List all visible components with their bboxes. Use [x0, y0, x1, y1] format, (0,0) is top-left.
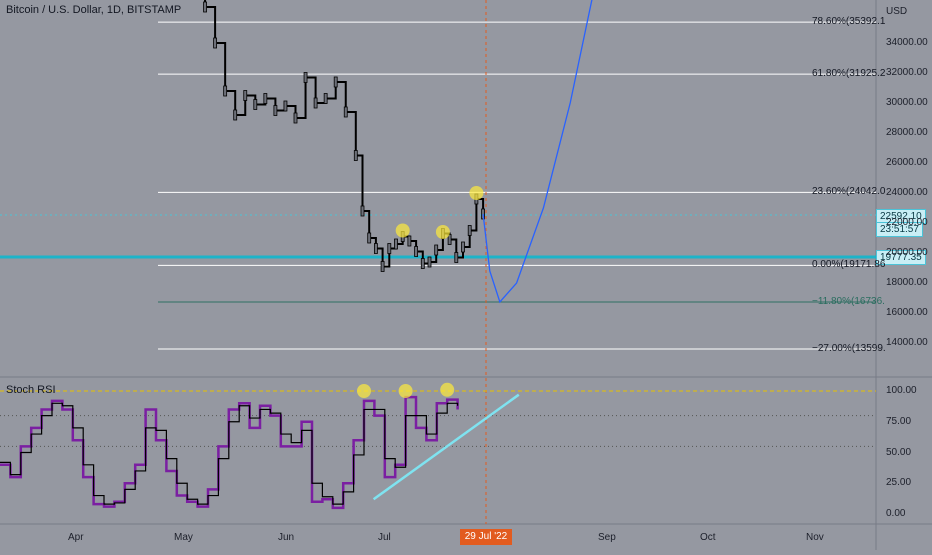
- price-candle: [407, 235, 412, 247]
- price-candle: [414, 246, 419, 257]
- price-candle: [373, 243, 378, 254]
- price-candle: [467, 225, 472, 236]
- price-tick-label: 18000.00: [886, 277, 928, 288]
- time-tick-label: Jun: [278, 532, 295, 543]
- rsi-tick-label: 100.00: [886, 385, 917, 396]
- level-price-tag: 19777.35: [876, 250, 926, 265]
- price-candle: [293, 112, 298, 124]
- price-tick-label: 14000.00: [886, 337, 928, 348]
- rsi-tick-label: 75.00: [886, 415, 912, 427]
- price-candle: [387, 243, 392, 254]
- rsi-trendline: [372, 393, 520, 501]
- fib-level-label: −11.80%(16736.: [812, 295, 885, 307]
- price-tick-label: 22000.00: [886, 217, 928, 228]
- symbol-title[interactable]: Bitcoin / U.S. Dollar, 1D, BITSTAMP: [6, 4, 182, 16]
- price-candle: [353, 150, 358, 161]
- price-candle: [434, 244, 439, 256]
- peak-highlight: [395, 223, 410, 238]
- price-tick-label: 26000.00: [886, 157, 928, 168]
- price-candle: [223, 85, 228, 97]
- price-candle: [253, 99, 258, 110]
- currency-label: USD: [886, 6, 908, 17]
- price-candle: [394, 238, 398, 250]
- peak-highlight: [469, 186, 484, 200]
- fib-level-label: 23.60%(24042.0: [812, 186, 886, 198]
- fib-level-label: −27.00%(13599.: [812, 343, 886, 354]
- time-tick-label: Nov: [806, 532, 824, 543]
- price-tick-label: 24000.00: [886, 187, 928, 198]
- rsi-tick-label: 0.00: [886, 508, 906, 519]
- rsi-peak-highlight: [398, 384, 413, 398]
- time-tick-label: Sep: [598, 532, 616, 543]
- fib-level-label: 0.00%(19171.86: [812, 259, 886, 271]
- price-candle: [360, 205, 365, 217]
- rsi-tick-label: 50.00: [886, 446, 912, 458]
- price-candle: [323, 93, 328, 104]
- peak-highlight: [435, 225, 450, 239]
- price-candle: [333, 76, 338, 88]
- projection-curve: [482, 0, 593, 304]
- price-candle: [233, 109, 238, 121]
- price-tick-label: 28000.00: [886, 127, 928, 138]
- price-candle: [283, 100, 288, 112]
- price-candle: [427, 256, 432, 268]
- fib-level-label: 78.60%(35392.1: [812, 16, 886, 28]
- time-tick-label: May: [174, 532, 193, 543]
- price-candle: [367, 232, 372, 244]
- price-candle: [263, 93, 268, 104]
- price-candle: [213, 37, 218, 49]
- time-tick-label: Oct: [700, 532, 716, 543]
- price-candle: [454, 252, 459, 263]
- price-tick-label: 16000.00: [886, 307, 928, 318]
- stoch-d-line: [0, 402, 459, 505]
- price-candle: [461, 241, 465, 253]
- price-candle: [447, 234, 452, 245]
- price-candle: [343, 106, 348, 118]
- price-tick-label: 20000.00: [886, 247, 928, 258]
- price-candle: [243, 90, 248, 101]
- price-tick-label: 30000.00: [886, 97, 928, 108]
- rsi-peak-highlight: [440, 382, 455, 397]
- crosshair-date-tag: 29 Jul '22: [460, 529, 512, 545]
- rsi-peak-highlight: [357, 384, 371, 398]
- time-tick-label: Jul: [378, 532, 391, 543]
- rsi-panel-label[interactable]: Stoch RSI: [6, 384, 56, 396]
- price-candle: [303, 72, 308, 83]
- price-candle: [313, 97, 318, 109]
- price-candle: [380, 261, 385, 272]
- countdown-tag: 23:51:57: [876, 222, 923, 237]
- rsi-tick-label: 25.00: [886, 477, 912, 489]
- price-tick-label: 34000.00: [886, 37, 928, 48]
- price-candle: [203, 1, 207, 13]
- price-candle: [420, 258, 425, 269]
- time-tick-label: Apr: [68, 532, 84, 543]
- price-tick-label: 32000.00: [886, 67, 928, 78]
- price-candle: [273, 105, 278, 116]
- fib-level-label: 61.80%(31925.2: [812, 68, 886, 80]
